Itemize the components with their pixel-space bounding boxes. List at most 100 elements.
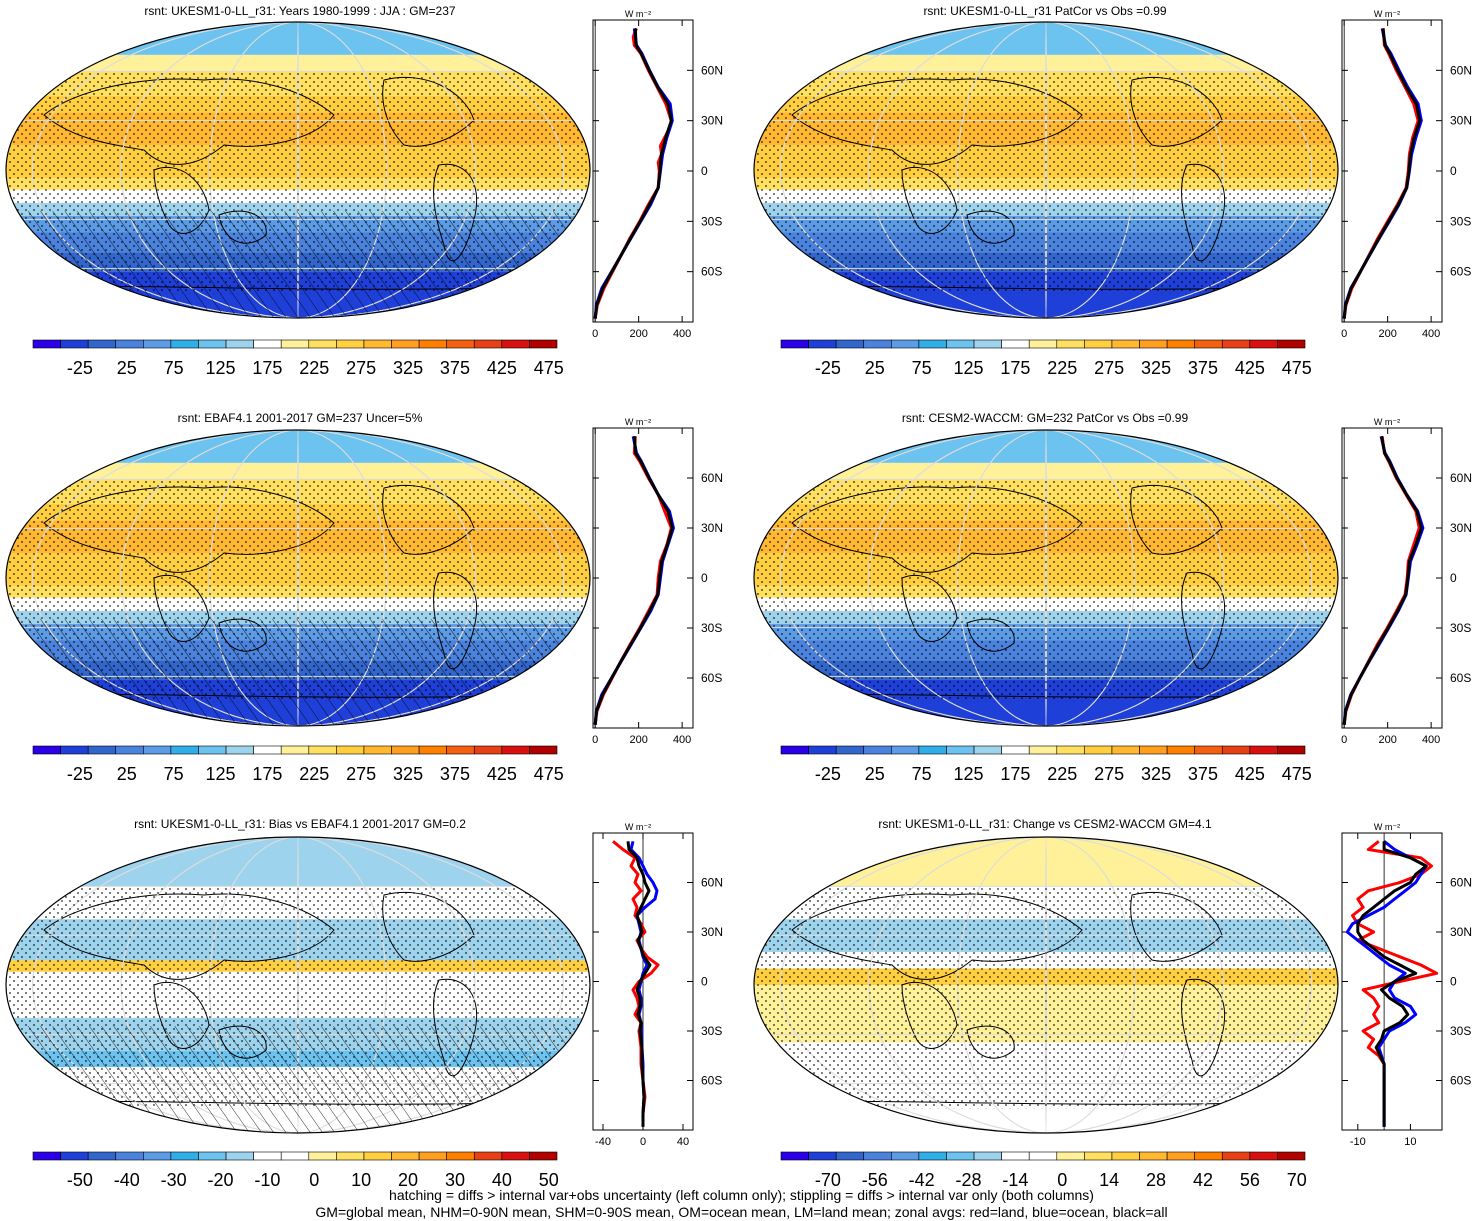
zonal-lat-tick-label: 30S <box>701 214 722 228</box>
zonal-x-tick-label: 200 <box>1378 734 1396 746</box>
colorbar-swatch <box>60 1151 89 1161</box>
colorbar-tick-label: -25 <box>815 764 841 784</box>
colorbar-swatch <box>336 1151 365 1161</box>
zonal-lat-tick-label: 60N <box>1450 876 1472 890</box>
colorbar-swatch <box>473 339 503 349</box>
zonal-series-all <box>1342 28 1422 319</box>
colorbar-swatch <box>501 1151 530 1161</box>
colorbar-swatch <box>835 1151 865 1161</box>
zonal-x-tick-label: 0 <box>592 734 598 746</box>
colorbar-tick-label: -40 <box>114 1170 140 1190</box>
zonal-lat-tick-label: 30N <box>1450 114 1472 128</box>
colorbar-swatch <box>170 1151 199 1161</box>
colorbar-tick-label: 40 <box>492 1170 512 1190</box>
colorbar-tick-label: 70 <box>1287 1170 1307 1190</box>
colorbar-swatch <box>1277 1151 1306 1161</box>
colorbar-tick-label: 175 <box>252 764 282 784</box>
colorbar-swatch <box>1139 1151 1168 1161</box>
colorbar-swatch <box>1028 339 1058 349</box>
colorbar-swatch <box>863 745 892 755</box>
colorbar-swatch <box>918 745 947 755</box>
colorbar-swatch <box>973 339 1002 349</box>
colorbar-swatch <box>1249 745 1278 755</box>
colorbar-swatch <box>391 745 420 755</box>
zonal-x-tick-label: 200 <box>629 734 647 746</box>
colorbar-swatch <box>391 339 420 349</box>
colorbar-swatch <box>87 745 117 755</box>
zonal-mean-plot: W m⁻² -10 10 60N 30N 0 30S 60S <box>1341 822 1472 1148</box>
colorbar-swatch <box>308 1151 337 1161</box>
colorbar-swatch <box>87 339 117 349</box>
map <box>753 21 1339 319</box>
zonal-unit-label: W m⁻² <box>625 9 651 19</box>
colorbar-tick-label: 175 <box>1000 358 1030 378</box>
zonal-lat-tick-label: 60N <box>1450 63 1472 77</box>
colorbar-swatch <box>529 339 558 349</box>
zonal-mean-plot: W m⁻² 0 200 400 60N 30N 0 30S 60S <box>592 417 723 746</box>
colorbar-swatch <box>891 339 920 349</box>
colorbar-swatch <box>891 745 920 755</box>
zonal-lat-tick-label: 60N <box>701 63 723 77</box>
colorbar-swatch <box>1194 1151 1223 1161</box>
colorbar-swatch <box>280 339 310 349</box>
colorbar-swatch <box>308 339 337 349</box>
colorbar-swatch <box>1139 339 1168 349</box>
colorbar-swatch <box>529 1151 558 1161</box>
colorbar-tick-label: 125 <box>206 764 236 784</box>
colorbar-tick-label: 25 <box>865 358 885 378</box>
zonal-series-ocean <box>593 436 675 725</box>
colorbar-swatch <box>780 745 809 755</box>
colorbar-swatch <box>473 1151 503 1161</box>
colorbar-swatch <box>1277 745 1306 755</box>
colorbar-tick-label: 0 <box>309 1170 319 1190</box>
panel-title: rsnt: CESM2-WACCM: GM=232 PatCor vs Obs … <box>901 411 1189 425</box>
colorbar-swatch <box>198 339 227 349</box>
colorbar-swatch <box>780 1151 809 1161</box>
colorbar-swatch <box>1111 339 1140 349</box>
colorbar-swatch <box>446 745 475 755</box>
colorbar-tick-label: 42 <box>1193 1170 1213 1190</box>
colorbar-swatch <box>170 339 199 349</box>
zonal-series-all <box>593 28 673 319</box>
colorbar-swatch <box>1084 1151 1113 1161</box>
zonal-x-tick-label: 0 <box>640 1136 646 1148</box>
colorbar-tick-label: 75 <box>912 358 932 378</box>
colorbar-swatch <box>143 1151 172 1161</box>
colorbar-swatch <box>253 339 282 349</box>
zonal-x-tick-label: 0 <box>1341 328 1347 340</box>
zonal-lat-tick-label: 60S <box>1450 1074 1471 1088</box>
colorbar-swatch <box>280 1151 310 1161</box>
colorbar-tick-label: 275 <box>346 358 376 378</box>
map <box>5 21 591 319</box>
colorbar-tick-label: 375 <box>1188 764 1218 784</box>
zonal-lat-tick-label: 0 <box>1450 975 1457 989</box>
colorbar-swatch <box>1221 1151 1251 1161</box>
colorbar-tick-label: 475 <box>534 358 564 378</box>
zonal-lat-tick-label: 60S <box>1450 671 1471 685</box>
zonal-series-all <box>626 841 652 1127</box>
colorbar: -25 25 75 125 175 225 275 325 375 425 475 <box>32 745 564 784</box>
colorbar-tick-label: -28 <box>956 1170 982 1190</box>
colorbar-tick-label: 125 <box>206 358 236 378</box>
colorbar-swatch <box>363 1151 392 1161</box>
colorbar-swatch <box>780 339 809 349</box>
colorbar-swatch <box>391 1151 420 1161</box>
colorbar-swatch <box>1056 339 1085 349</box>
colorbar-swatch <box>918 339 947 349</box>
colorbar-swatch <box>1001 1151 1030 1161</box>
zonal-x-tick-label: 0 <box>592 328 598 340</box>
colorbar-swatch <box>1001 339 1030 349</box>
zonal-x-tick-label: 40 <box>677 1136 689 1148</box>
colorbar-tick-label: 75 <box>164 358 184 378</box>
zonal-series-ocean <box>1342 435 1425 725</box>
colorbar-swatch <box>60 339 89 349</box>
panel-title: rsnt: EBAF4.1 2001-2017 GM=237 Uncer=5% <box>177 411 423 425</box>
colorbar-swatch <box>170 745 199 755</box>
colorbar-tick-label: 425 <box>487 764 517 784</box>
zonal-lat-tick-label: 30N <box>1450 925 1472 939</box>
colorbar-swatch <box>280 745 310 755</box>
zonal-series-all <box>1342 436 1423 725</box>
colorbar-swatch <box>198 1151 227 1161</box>
zonal-x-tick-label: 0 <box>1341 734 1347 746</box>
colorbar-tick-label: 225 <box>1047 764 1077 784</box>
